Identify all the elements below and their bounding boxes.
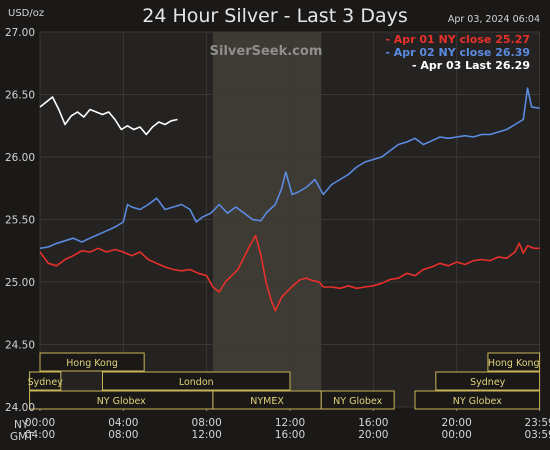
x-tick-label-ny: 00:00 (25, 417, 55, 429)
x-tick-label-ny: 04:00 (108, 417, 138, 429)
legend-entry: - Apr 01 NY close 25.27 (385, 33, 530, 46)
price-series-line-1 (39, 234, 540, 312)
x-tick-label-ny: 20:00 (442, 417, 472, 429)
session-label: Hong Kong (488, 358, 540, 369)
legend-entry: - Apr 03 Last 26.29 (412, 59, 530, 72)
x-tick-label-ny: 16:00 (358, 417, 388, 429)
y-tick-label: 26.00 (5, 152, 35, 164)
chart-title: 24 Hour Silver - Last 3 Days (142, 5, 407, 27)
ny-row-label: NY (14, 419, 29, 431)
price-series-line-3 (39, 96, 178, 136)
y-tick-label: 25.00 (5, 277, 35, 289)
session-box (102, 371, 291, 391)
y-axis-unit-label: USD/oz (8, 8, 44, 19)
session-label: Hong Kong (66, 358, 118, 369)
x-tick-label-gmt: 04:00 (25, 429, 55, 441)
x-tick-label-ny: 12:00 (275, 417, 305, 429)
x-tick-label-gmt: 12:00 (192, 429, 222, 441)
session-label: NY Globex (333, 396, 382, 407)
y-tick-label: 25.50 (5, 215, 35, 227)
x-tick-label-gmt: 03:59 (524, 429, 550, 441)
price-series-line-2 (39, 87, 540, 250)
session-label: NY Globex (97, 396, 146, 407)
session-label: NY Globex (453, 396, 502, 407)
session-label: NYMEX (250, 396, 284, 407)
chart-timestamp: Apr 03, 2024 06:04 (448, 14, 540, 25)
session-label: London (179, 377, 214, 388)
session-label: Sydney (470, 377, 506, 388)
y-tick-label: 24.00 (5, 402, 35, 414)
x-tick-label-gmt: 00:00 (442, 429, 472, 441)
session-box (29, 371, 62, 391)
gmt-row-label: GMT (10, 431, 34, 443)
session-box (320, 390, 395, 410)
watermark: SilverSeek.com (210, 44, 323, 59)
x-tick-label-gmt: 08:00 (108, 429, 138, 441)
x-tick-label-ny: 08:00 (192, 417, 222, 429)
x-tick-label-gmt: 20:00 (358, 429, 388, 441)
y-tick-label: 27.00 (5, 27, 35, 39)
session-box (435, 371, 541, 391)
session-label: Sydney (28, 377, 64, 388)
x-tick-label-ny: 23:59 (524, 417, 550, 429)
y-tick-label: 24.50 (5, 340, 35, 352)
session-box (39, 352, 145, 372)
legend-entry: - Apr 02 NY close 26.39 (385, 46, 530, 59)
x-tick-label-gmt: 16:00 (275, 429, 305, 441)
session-box (414, 390, 541, 410)
y-tick-label: 26.50 (5, 90, 35, 102)
session-box (487, 352, 541, 372)
